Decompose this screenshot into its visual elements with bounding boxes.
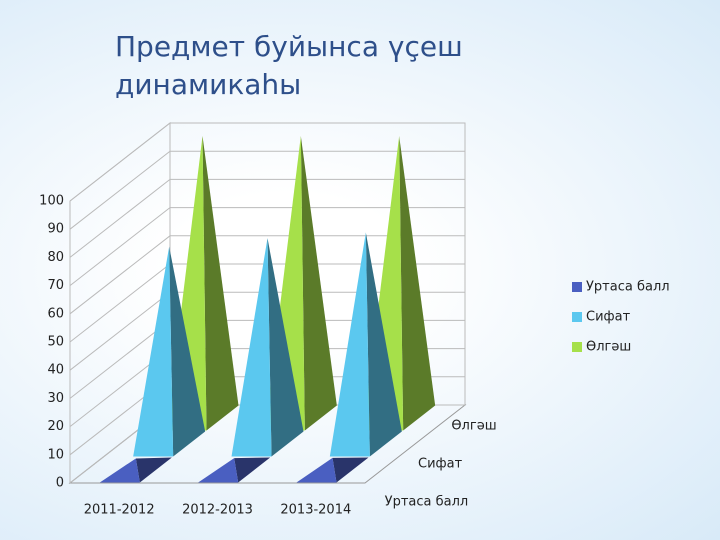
pyramid-side [332, 457, 369, 483]
legend-swatch [572, 312, 582, 322]
pyramid-side [135, 457, 172, 483]
y-tick-label: 80 [47, 250, 64, 265]
y-tick-label: 30 [47, 391, 64, 406]
x-tick-label: 2013-2014 [280, 503, 351, 518]
pyramid-side [234, 457, 271, 483]
y-tick-label: 10 [47, 447, 64, 462]
depth-label: Өлгәш [451, 419, 496, 434]
legend-swatch [572, 342, 582, 352]
grid-line [69, 207, 465, 286]
y-tick-label: 90 [47, 222, 64, 237]
depth-label: Уртаса балл [385, 495, 469, 510]
y-tick-label: 100 [39, 194, 64, 209]
pyramid-side [300, 136, 337, 431]
x-tick-label: 2012-2013 [182, 503, 253, 518]
depth-label: Сифат [418, 457, 463, 472]
grid-line [69, 178, 465, 258]
legend-label: Уртаса балл [586, 280, 670, 295]
pyramid [296, 457, 369, 483]
y-tick-label: 20 [47, 419, 64, 434]
legend-label: Өлгәш [586, 340, 631, 355]
legend-swatch [572, 282, 582, 292]
pyramid [231, 238, 304, 457]
pyramid [99, 457, 172, 483]
x-tick-label: 2011-2012 [84, 503, 155, 518]
pyramid-front [133, 246, 174, 457]
pyramid-side [267, 238, 304, 457]
chart-title: Предмет буйынса үҫеш динамикаһы [115, 30, 463, 101]
y-tick-label: 50 [47, 335, 64, 350]
pyramid [198, 457, 271, 483]
y-tick-label: 60 [47, 306, 64, 321]
pyramid-front [99, 458, 140, 483]
pyramid-side [365, 232, 402, 457]
pyramid [133, 246, 206, 457]
legend-label: Сифат [586, 310, 631, 325]
grid-line [69, 122, 465, 202]
pyramid-side [169, 246, 206, 457]
pyramid-side [399, 136, 436, 431]
pyramid [329, 232, 402, 457]
pyramid-front [329, 232, 370, 457]
pyramid-front [198, 458, 239, 483]
y-tick-label: 40 [47, 363, 64, 378]
y-tick-label: 0 [56, 476, 64, 491]
grid-line [69, 150, 465, 230]
pyramid-front [231, 238, 272, 457]
pyramid-front [296, 457, 337, 483]
pyramid-side [202, 136, 239, 431]
grid-line [69, 235, 465, 315]
y-tick-label: 70 [47, 278, 64, 293]
